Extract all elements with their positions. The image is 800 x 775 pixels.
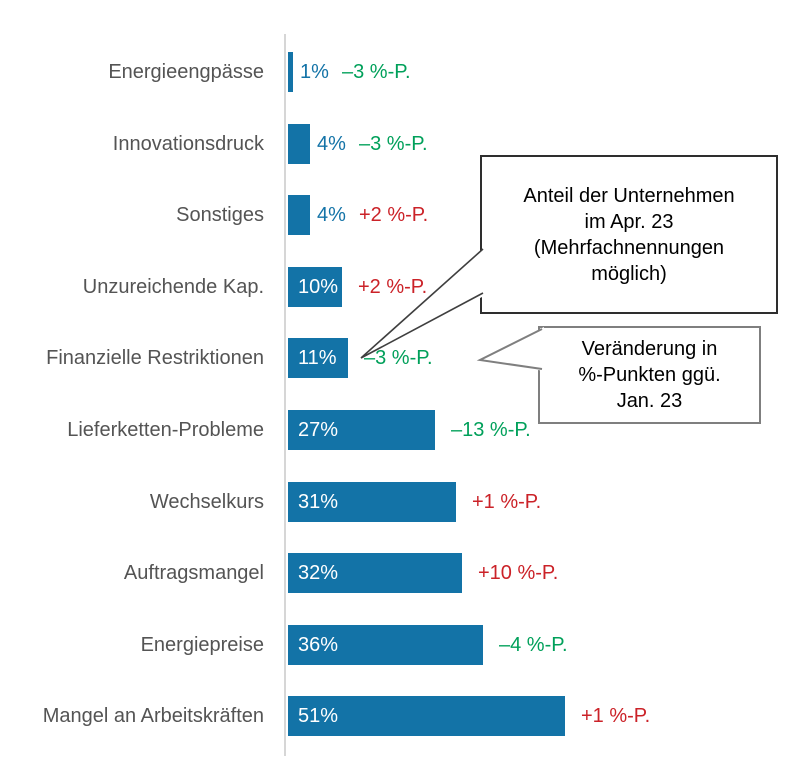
category-label: Wechselkurs (149, 491, 264, 513)
change-label: +2 %-P. (359, 204, 429, 226)
bar-row: Wechselkurs 31% +1 %-P. (0, 482, 800, 522)
category-label: Unzureichende Kap. (82, 276, 264, 298)
bar: 32% (288, 553, 462, 593)
value-label: 27% (298, 419, 339, 441)
bar: 36% (288, 625, 483, 665)
bar: 51% (288, 696, 565, 736)
value-label: 51% (298, 705, 339, 727)
bar: 31% (288, 482, 456, 522)
callout-share-note: Anteil der Unternehmen im Apr. 23 (Mehrf… (480, 155, 778, 314)
change-label: –3 %-P. (342, 61, 411, 83)
change-label: –13 %-P. (451, 419, 531, 441)
callout-share-text: Anteil der Unternehmen im Apr. 23 (Mehrf… (523, 184, 735, 285)
bar-row: Energieengpässe 1% –3 %-P. (0, 52, 800, 92)
change-label: +1 %-P. (581, 705, 651, 727)
callout-change-text: Veränderung in %-Punkten ggü. Jan. 23 (578, 338, 721, 412)
change-label: +2 %-P. (358, 276, 428, 298)
change-label: –4 %-P. (499, 634, 568, 656)
change-label: –3 %-P. (359, 133, 428, 155)
callout-change-note: Veränderung in %-Punkten ggü. Jan. 23 (538, 326, 761, 424)
bar: 11% (288, 338, 348, 378)
value-label: 32% (298, 562, 339, 584)
value-label: 4% (317, 204, 346, 226)
bar (288, 195, 310, 235)
bar (288, 124, 310, 164)
category-label: Innovationsdruck (112, 133, 264, 155)
axis-baseline (284, 34, 286, 756)
change-label: +10 %-P. (478, 562, 559, 584)
bar-row: Auftragsmangel 32% +10 %-P. (0, 553, 800, 593)
change-label: +1 %-P. (472, 491, 542, 513)
category-label: Sonstiges (176, 204, 264, 226)
value-label: 4% (317, 133, 346, 155)
change-label: –3 %-P. (364, 347, 433, 369)
category-label: Auftragsmangel (123, 562, 264, 584)
bar: 10% (288, 267, 342, 307)
value-label: 36% (298, 634, 339, 656)
category-label: Mangel an Arbeitskräften (42, 705, 264, 727)
bar-row: Sonstiges 4% +2 %-P. (0, 195, 800, 235)
value-label: 10% (298, 276, 339, 298)
category-label: Energiepreise (140, 634, 264, 656)
value-label: 31% (298, 491, 339, 513)
category-label: Energieengpässe (108, 61, 264, 83)
value-label: 1% (300, 61, 329, 83)
category-label: Finanzielle Restriktionen (46, 347, 264, 369)
bar-row: Energiepreise 36% –4 %-P. (0, 625, 800, 665)
value-label: 11% (298, 347, 337, 369)
bar (288, 52, 293, 92)
bar-row: Mangel an Arbeitskräften 51% +1 %-P. (0, 696, 800, 736)
bar-row: Lieferketten-Probleme 27% –13 %-P. (0, 410, 800, 450)
bar-row: Innovationsdruck 4% –3 %-P. (0, 124, 800, 164)
bar: 27% (288, 410, 435, 450)
category-label: Lieferketten-Probleme (67, 419, 264, 441)
